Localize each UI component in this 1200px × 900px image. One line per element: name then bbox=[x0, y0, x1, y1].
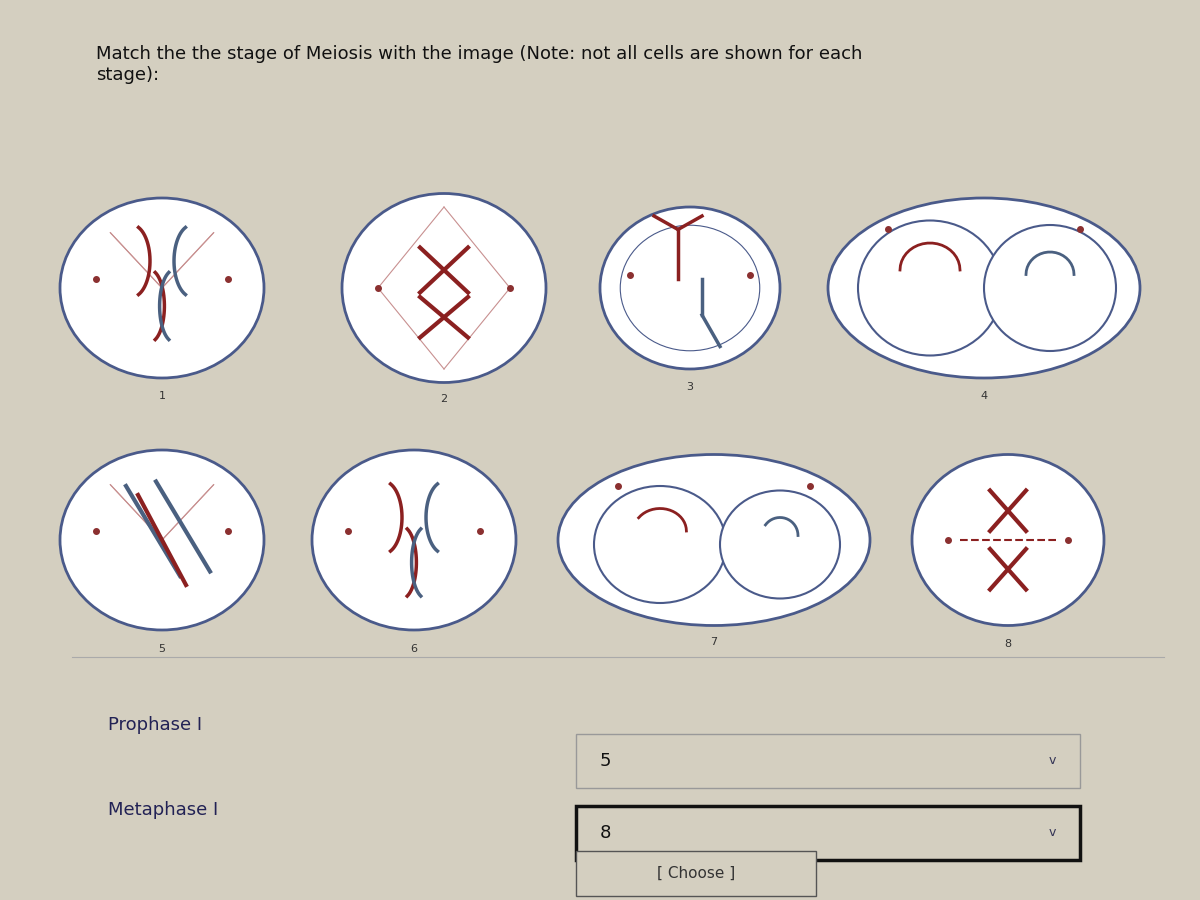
Text: 4: 4 bbox=[980, 392, 988, 401]
Ellipse shape bbox=[60, 450, 264, 630]
Text: 3: 3 bbox=[686, 382, 694, 392]
Ellipse shape bbox=[312, 450, 516, 630]
Text: Match the the stage of Meiosis with the image (Note: not all cells are shown for: Match the the stage of Meiosis with the … bbox=[96, 45, 863, 84]
Text: 8: 8 bbox=[600, 824, 611, 842]
Ellipse shape bbox=[60, 198, 264, 378]
Ellipse shape bbox=[720, 491, 840, 598]
Ellipse shape bbox=[558, 454, 870, 626]
Ellipse shape bbox=[828, 198, 1140, 378]
Ellipse shape bbox=[594, 486, 726, 603]
Ellipse shape bbox=[342, 194, 546, 382]
Text: 8: 8 bbox=[1004, 639, 1012, 649]
Text: 5: 5 bbox=[600, 752, 612, 770]
Ellipse shape bbox=[858, 220, 1002, 356]
Text: 6: 6 bbox=[410, 644, 418, 653]
Text: v: v bbox=[1049, 826, 1056, 839]
FancyBboxPatch shape bbox=[576, 806, 1080, 860]
Text: 2: 2 bbox=[440, 394, 448, 404]
FancyBboxPatch shape bbox=[576, 850, 816, 896]
Text: 5: 5 bbox=[158, 644, 166, 653]
Text: v: v bbox=[1049, 754, 1056, 767]
Text: 1: 1 bbox=[158, 392, 166, 401]
Ellipse shape bbox=[984, 225, 1116, 351]
Ellipse shape bbox=[600, 207, 780, 369]
Text: 7: 7 bbox=[710, 637, 718, 647]
Text: Metaphase I: Metaphase I bbox=[108, 801, 218, 819]
Text: [ Choose ]: [ Choose ] bbox=[656, 866, 736, 880]
Text: Prophase I: Prophase I bbox=[108, 716, 202, 733]
FancyBboxPatch shape bbox=[576, 734, 1080, 788]
Ellipse shape bbox=[912, 454, 1104, 626]
